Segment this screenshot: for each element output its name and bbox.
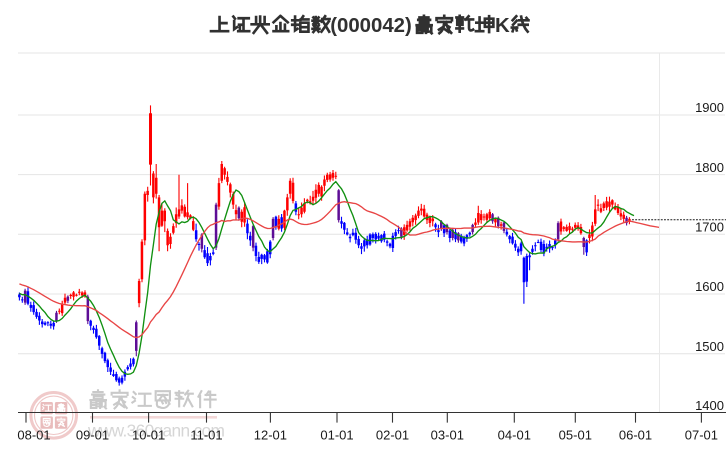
svg-text:03-01: 03-01 xyxy=(431,428,464,443)
svg-text:12-01: 12-01 xyxy=(254,428,287,443)
svg-text:07-01: 07-01 xyxy=(685,428,718,443)
svg-text:08-01: 08-01 xyxy=(17,428,50,443)
svg-text:1500: 1500 xyxy=(695,339,724,354)
svg-text:1400: 1400 xyxy=(695,398,724,413)
svg-text:04-01: 04-01 xyxy=(498,428,531,443)
svg-text:www.360gann.com: www.360gann.com xyxy=(87,421,225,441)
svg-text:09-01: 09-01 xyxy=(76,428,109,443)
svg-text:1900: 1900 xyxy=(695,100,724,115)
svg-text:1700: 1700 xyxy=(695,220,724,235)
svg-text:02-01: 02-01 xyxy=(376,428,409,443)
svg-text:05-01: 05-01 xyxy=(559,428,592,443)
svg-text:11-01: 11-01 xyxy=(190,428,222,443)
svg-text:10-01: 10-01 xyxy=(132,428,165,443)
svg-text:(000042): (000042) xyxy=(330,15,412,37)
svg-text:1600: 1600 xyxy=(695,279,724,294)
svg-text:K: K xyxy=(495,15,510,37)
svg-text:1800: 1800 xyxy=(695,160,724,175)
svg-text:06-01: 06-01 xyxy=(619,428,652,443)
svg-text:01-01: 01-01 xyxy=(320,428,353,443)
